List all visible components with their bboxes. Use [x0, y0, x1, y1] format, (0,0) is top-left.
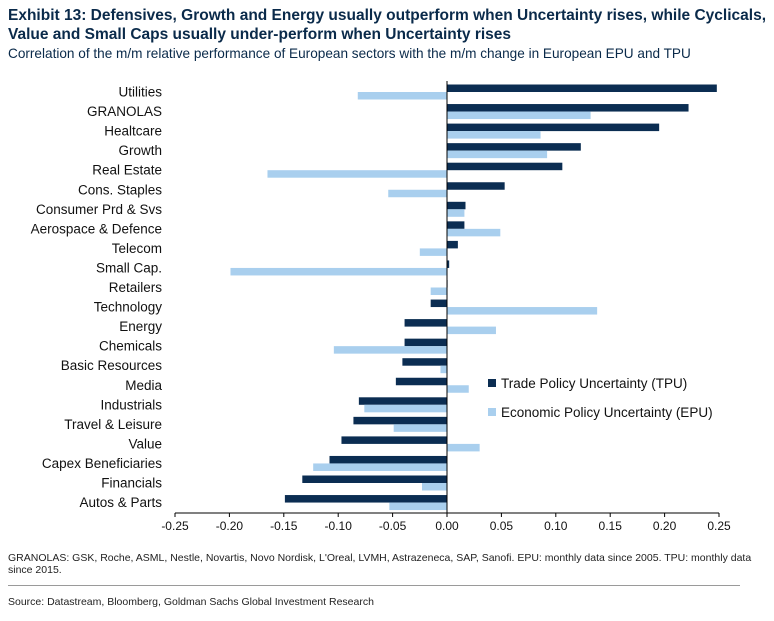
bar-epu: [447, 326, 496, 335]
category-label: Financials: [101, 476, 162, 491]
legend: Trade Policy Uncertainty (TPU) Economic …: [488, 376, 713, 420]
x-tick-label: 0.05: [490, 519, 514, 533]
category-label: Energy: [119, 319, 162, 334]
category-labels: Utilities GRANOLAS Healtcare Growth Real Est…: [31, 85, 163, 511]
bar-tpu: [404, 319, 447, 327]
legend-swatch-tpu: [488, 379, 496, 387]
bar-tpu: [341, 436, 447, 444]
x-tick-label: 0.00: [435, 519, 459, 533]
bar-tpu: [402, 358, 447, 366]
x-tick-label: 0.25: [707, 519, 731, 533]
bar-epu: [447, 111, 591, 120]
bar-tpu: [447, 123, 660, 132]
divider: [8, 585, 740, 586]
x-tick-label: 0.20: [653, 519, 677, 533]
category-label: Industrials: [100, 397, 162, 412]
bar-tpu: [447, 221, 465, 229]
bar-epu: [230, 267, 447, 276]
category-label: Small Cap.: [96, 260, 162, 275]
category-label: Travel & Leisure: [64, 417, 162, 432]
x-tick-label: 0.10: [544, 519, 568, 533]
chart-subtitle: Correlation of the m/m relative performa…: [8, 46, 691, 61]
bar-tpu: [430, 299, 447, 308]
category-label: Growth: [118, 143, 162, 158]
category-label: Technology: [94, 300, 163, 315]
bar-tpu: [447, 104, 689, 112]
category-label: Consumer Prd & Svs: [36, 202, 162, 217]
bar-tpu: [447, 143, 581, 151]
bar-epu: [447, 307, 598, 315]
bar-epu: [357, 92, 447, 100]
category-label: Media: [125, 378, 162, 393]
x-tick-label: -0.15: [270, 519, 298, 533]
chart-title: Exhibit 13: Defensives, Growth and Energ…: [8, 7, 766, 43]
bar-epu: [447, 209, 465, 217]
category-label: Retailers: [109, 280, 163, 295]
epu-bars: [230, 92, 598, 511]
source-note: Source: Datastream, Bloomberg, Goldman S…: [8, 596, 374, 608]
bar-epu: [313, 463, 447, 471]
bar-tpu: [447, 84, 717, 92]
x-tick-label: -0.20: [216, 519, 244, 533]
bar-tpu: [447, 240, 458, 249]
x-tick-label: -0.05: [379, 519, 407, 533]
bar-epu: [421, 483, 447, 491]
bar-tpu: [302, 475, 447, 483]
bar-epu: [447, 385, 469, 393]
bar-epu: [447, 150, 548, 159]
legend-label-epu: Economic Policy Uncertainty (EPU): [501, 405, 713, 420]
tpu-bars: [284, 84, 717, 503]
bar-tpu: [404, 338, 447, 347]
category-label: Real Estate: [92, 163, 162, 178]
bar-tpu: [447, 260, 450, 268]
bar-epu: [389, 502, 447, 511]
category-label: Cons. Staples: [78, 182, 162, 197]
legend-swatch-epu: [488, 408, 496, 416]
bar-tpu: [395, 377, 447, 386]
bar-tpu: [447, 162, 563, 171]
category-label: Telecom: [112, 241, 162, 256]
x-tick-label: 0.15: [599, 519, 623, 533]
bar-epu: [440, 365, 447, 374]
category-label: Utilities: [118, 85, 162, 100]
category-label: Aerospace & Defence: [31, 221, 162, 236]
bar-tpu: [329, 455, 447, 464]
bar-tpu: [353, 416, 447, 425]
category-label: Healtcare: [104, 124, 162, 139]
bar-epu: [430, 287, 447, 295]
bar-tpu: [284, 495, 447, 503]
category-label: Chemicals: [99, 339, 162, 354]
bar-tpu: [358, 397, 447, 405]
legend-label-tpu: Trade Policy Uncertainty (TPU): [501, 376, 687, 391]
bar-epu: [388, 189, 447, 198]
x-axis-ticks: -0.25 -0.20 -0.15 -0.10 -0.05 0.00 0.05 0.10 0.1…: [161, 513, 731, 533]
bar-epu: [419, 248, 447, 256]
bar-epu: [333, 346, 447, 354]
bar-tpu: [447, 201, 466, 210]
bar-tpu: [447, 182, 505, 190]
x-tick-label: -0.25: [161, 519, 189, 533]
bar-epu: [364, 404, 447, 413]
bar-epu: [447, 443, 480, 452]
bar-epu: [447, 228, 501, 237]
footnote: GRANOLAS: GSK, Roche, ASML, Nestle, Nova…: [8, 552, 752, 576]
bar-epu: [447, 131, 541, 139]
category-label: Value: [128, 436, 162, 451]
category-label: Autos & Parts: [79, 495, 162, 510]
bar-chart: Utilities GRANOLAS Healtcare Growth Real Est…: [31, 81, 731, 533]
category-label: GRANOLAS: [87, 104, 162, 119]
bar-epu: [393, 424, 447, 432]
x-tick-label: -0.10: [325, 519, 353, 533]
bar-epu: [267, 170, 447, 178]
category-label: Basic Resources: [61, 358, 163, 373]
category-label: Capex Beneficiaries: [42, 456, 162, 471]
